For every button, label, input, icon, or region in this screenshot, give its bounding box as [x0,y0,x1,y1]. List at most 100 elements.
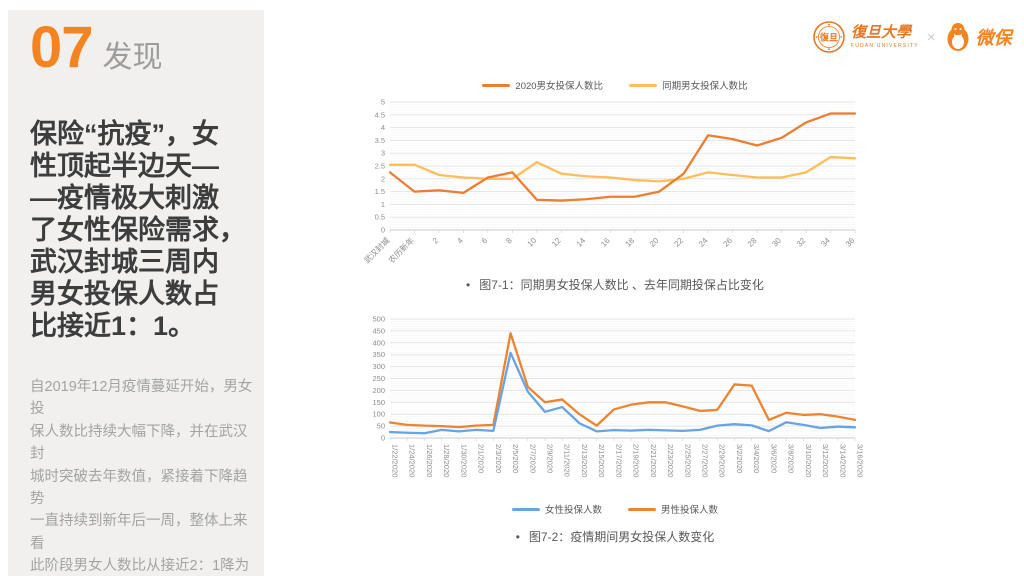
svg-text:3/14/2020: 3/14/2020 [838,444,847,477]
svg-text:14: 14 [575,236,588,249]
svg-text:2/1/2020: 2/1/2020 [477,444,486,473]
text-line: 自2019年12月疫情蔓延开始，男女投 [30,379,253,418]
svg-text:50: 50 [377,422,385,431]
svg-text:3/8/2020: 3/8/2020 [787,444,796,473]
svg-text:3/6/2020: 3/6/2020 [769,444,778,473]
legend-swatch [482,83,511,87]
legend-label: 女性投保人数 [544,505,602,516]
svg-text:0.5: 0.5 [375,213,385,222]
svg-text:100: 100 [372,410,385,419]
svg-text:24: 24 [697,236,710,249]
svg-text:2.5: 2.5 [375,162,385,171]
svg-text:150: 150 [372,398,385,407]
wesure-penguin-icon [947,23,969,51]
svg-text:4: 4 [381,123,385,132]
text-line: 此阶段男女人数比从接近2：1降为1: [30,558,250,575]
svg-text:3/10/2020: 3/10/2020 [804,444,813,477]
svg-text:2/17/2020: 2/17/2020 [614,444,623,477]
text-line: 武汉封城三周内 [30,247,219,277]
svg-text:农历新年: 农历新年 [386,235,416,265]
svg-text:300: 300 [372,362,385,371]
svg-text:16: 16 [599,236,612,249]
svg-text:450: 450 [372,326,385,335]
body-text: 自2019年12月疫情蔓延开始，男女投 保人数比持续大幅下降，并在武汉封 城时突破去… [30,376,258,576]
svg-text:34: 34 [819,236,832,249]
svg-text:2/21/2020: 2/21/2020 [649,444,658,477]
svg-text:5: 5 [381,98,385,107]
text-line: 一直持续到新年后一周，整体上来看 [30,513,248,552]
svg-text:1/28/2020: 1/28/2020 [442,444,451,477]
svg-text:26: 26 [721,236,734,249]
svg-text:2/23/2020: 2/23/2020 [666,444,675,477]
svg-text:2/15/2020: 2/15/2020 [597,444,606,477]
legend-item: 女性投保人数 [511,502,602,516]
svg-text:2/29/2020: 2/29/2020 [718,444,727,477]
svg-text:1/26/2020: 1/26/2020 [425,444,434,477]
chart1-legend: 2020男女投保人数比 同期男女投保人数比 [360,78,870,92]
svg-text:3: 3 [381,149,385,158]
chart2-caption-text: 图7-2：疫情期间男女投保人数变化 [528,530,715,544]
svg-text:2/13/2020: 2/13/2020 [580,444,589,477]
chart1-caption-text: 图7-1：同期男女投保人数比 、去年同期投保占比变化 [479,278,764,292]
chart2-legend: 女性投保人数 男性投保人数 [360,502,870,516]
fudan-subtitle: FUDAN UNIVERSITY [851,42,919,49]
svg-text:10: 10 [526,236,539,249]
svg-text:2/7/2020: 2/7/2020 [528,444,537,473]
legend-label: 同期男女投保人数比 [662,81,748,92]
svg-text:8: 8 [504,236,514,246]
legend-item: 2020男女投保人数比 [482,78,603,92]
svg-text:3.5: 3.5 [375,136,385,145]
chart-fig7-2: 0 50 100 150 200 250 300 350 400 450 500 1/22/2020 1… [372,315,864,478]
text-line: 城时突破去年数值，紧接着下降趋势 [30,468,248,508]
svg-text:1/22/2020: 1/22/2020 [391,444,400,477]
text-line: 保险“抗疫”，女 [30,119,219,149]
text-line: 男女投保人数占 [30,279,219,309]
legend-item: 男性投保人数 [628,502,718,516]
svg-text:1/30/2020: 1/30/2020 [459,444,468,477]
svg-text:2/27/2020: 2/27/2020 [701,444,710,477]
svg-text:22: 22 [672,236,685,249]
svg-text:2: 2 [431,236,441,246]
legend-swatch [629,83,658,87]
svg-text:400: 400 [372,338,385,347]
svg-text:武汉封城: 武汉封城 [362,235,392,265]
svg-text:32: 32 [795,236,808,249]
svg-text:200: 200 [372,386,385,395]
section-label: 发现 [102,41,163,74]
text-line: 保人数比持续大幅下降，并在武汉封 [30,423,248,463]
fudan-seal-icon: 復旦 [813,21,845,53]
caption-bullet: • [466,278,471,292]
svg-text:3/4/2020: 3/4/2020 [752,444,761,473]
svg-text:2/5/2020: 2/5/2020 [511,444,520,473]
chart2-caption: • 图7-2：疫情期间男女投保人数变化 [360,528,870,545]
brand-header: 復旦 復旦大學 FUDAN UNIVERSITY × 微保 [812,20,1012,54]
brand-separator: × [926,28,936,46]
caption-bullet: • [515,530,520,544]
svg-text:2/3/2020: 2/3/2020 [494,444,503,473]
svg-text:復旦: 復旦 [819,32,838,43]
svg-text:2: 2 [381,174,385,183]
svg-text:2/9/2020: 2/9/2020 [546,444,555,473]
text-line: —疫情极大刺激 [30,183,219,213]
text-line: 比接近1：1。 [30,311,196,341]
page-number: 07 [30,15,94,80]
svg-text:3/2/2020: 3/2/2020 [735,444,744,473]
svg-text:250: 250 [372,374,385,383]
fudan-name: 復旦大學 [851,24,912,41]
legend-swatch [511,507,540,511]
svg-text:36: 36 [844,236,857,249]
svg-text:4: 4 [455,236,465,246]
svg-text:2/11/2020: 2/11/2020 [563,444,572,477]
svg-text:3/12/2020: 3/12/2020 [821,444,830,477]
svg-text:28: 28 [746,236,759,249]
legend-swatch [628,507,656,511]
svg-text:30: 30 [770,236,783,249]
svg-text:0: 0 [381,434,385,443]
svg-text:20: 20 [648,236,661,249]
legend-item: 同期男女投保人数比 [629,78,748,92]
svg-text:1/24/2020: 1/24/2020 [408,444,417,477]
svg-text:2/19/2020: 2/19/2020 [632,444,641,477]
legend-label: 男性投保人数 [661,505,719,516]
svg-text:18: 18 [623,236,636,249]
